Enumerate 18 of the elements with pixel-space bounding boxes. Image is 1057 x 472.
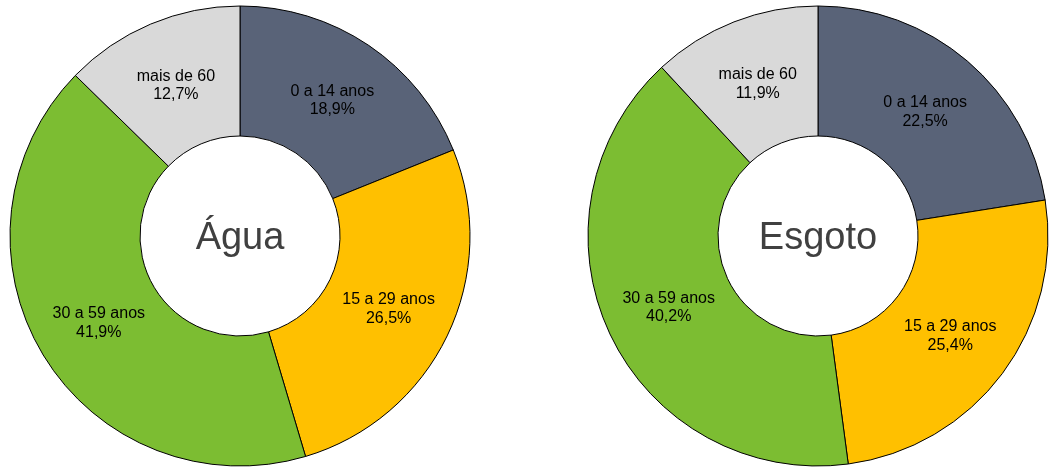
data-label: 25,4% <box>927 335 973 353</box>
data-label: 11,9% <box>735 83 780 101</box>
slice-label: 0 a 14 anos <box>290 82 375 100</box>
slice-label: mais de 60 <box>718 65 797 83</box>
slice-label: mais de 60 <box>136 66 216 84</box>
data-label: 40,2% <box>646 307 692 325</box>
slice-label: 30 a 59 anos <box>52 304 146 322</box>
data-label: 12,7% <box>153 85 199 103</box>
data-label: 26,5% <box>365 308 412 326</box>
slice-label: 15 a 29 anos <box>342 290 435 308</box>
text: Água <box>195 215 286 257</box>
slice-label: 30 a 59 anos <box>622 289 715 307</box>
data-label: 41,9% <box>76 322 122 340</box>
slice-label: 15 a 29 anos <box>903 317 997 335</box>
text: Esgoto <box>758 215 878 257</box>
data-label: 22,5% <box>902 111 948 129</box>
slice-label: 0 a 14 anos <box>883 93 967 111</box>
data-label: 18,9% <box>309 100 355 118</box>
